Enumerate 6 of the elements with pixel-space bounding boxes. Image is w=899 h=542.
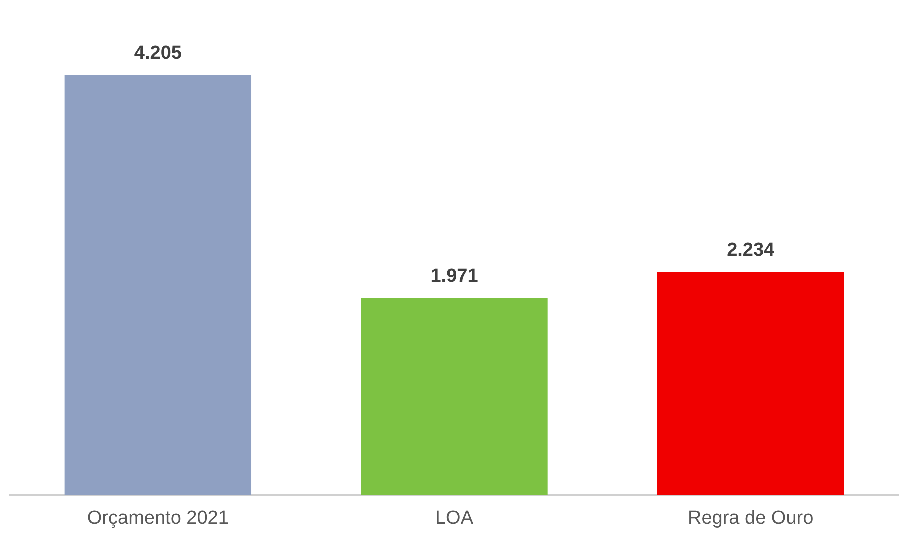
x-tick-label: LOA [435,508,474,529]
x-tick-label: Orçamento 2021 [87,508,229,529]
x-tick-label: Regra de Ouro [688,508,814,529]
data-label: 1.971 [430,266,479,288]
data-label: 4.205 [134,43,182,64]
data-label: 2.234 [727,240,776,261]
